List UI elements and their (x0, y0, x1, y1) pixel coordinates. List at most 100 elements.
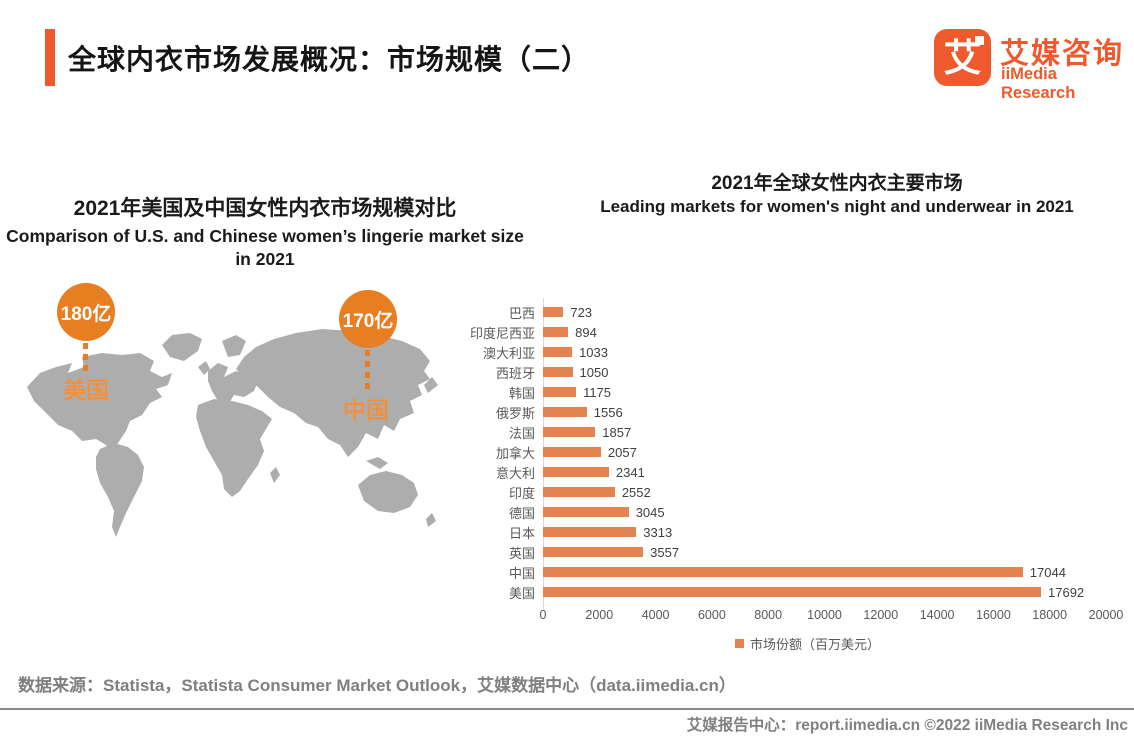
x-tick-label: 14000 (919, 608, 955, 622)
x-tick-label: 20000 (1088, 608, 1124, 622)
logo-name-zh: 艾媒咨询 (1000, 38, 1125, 70)
bar-value-label: 3557 (650, 544, 680, 560)
bar-category-label: 法国 (508, 425, 535, 441)
map-europe (208, 363, 258, 405)
title-accent-bar (45, 29, 55, 86)
us-country-label: 美国 (63, 377, 109, 403)
bar-value-label: 2341 (615, 464, 645, 480)
right-chart-title-en: Leading markets for women's night and un… (600, 197, 1074, 216)
bar (543, 347, 573, 357)
bar (543, 567, 1023, 577)
map-madagascar (270, 467, 280, 483)
bar-category-label: 印度尼西亚 (469, 325, 535, 341)
bar-value-label: 894 (575, 324, 597, 340)
bar (543, 447, 601, 457)
bar-value-label: 1175 (583, 384, 612, 400)
map-japan (424, 377, 438, 393)
bar-value-label: 1033 (579, 344, 608, 360)
footer-divider (0, 708, 1134, 710)
bar-row: 加拿大 2057 (455, 442, 1134, 462)
map-uk (198, 361, 210, 375)
us-bubble-connector (83, 343, 88, 376)
map-indonesia (366, 457, 388, 469)
iimedia-logo-icon: 艾 (934, 29, 991, 86)
bar-row: 印度 2552 (455, 482, 1134, 502)
bar-value-label: 17044 (1029, 564, 1066, 580)
world-map (27, 329, 438, 537)
bar-category-label: 英国 (508, 545, 535, 561)
data-source-note: 数据来源：Statista，Statista Consumer Market O… (18, 676, 736, 695)
x-tick-label: 6000 (697, 608, 726, 622)
us-value-bubble: 180亿 (57, 283, 115, 341)
right-chart-title: 2021年全球女性内衣主要市场 Leading markets for wome… (540, 168, 1134, 217)
bar (543, 387, 577, 397)
map-africa (196, 399, 272, 497)
china-country-label: 中国 (343, 397, 389, 423)
bar-row: 中国 17044 (455, 562, 1134, 582)
x-tick-label: 2000 (585, 608, 614, 622)
bar-value-label: 1556 (593, 404, 623, 420)
x-tick-label: 8000 (754, 608, 783, 622)
left-chart-title-zh: 2021年美国及中国女性内衣市场规模对比 (73, 197, 457, 220)
bar-rows: 巴西 723 印度尼西亚 894 澳大利亚 1033 西班牙 1050 韩国 1175 俄罗斯 155… (455, 302, 1134, 602)
footer-text: 艾媒报告中心：report.iimedia.cn ©2022 iiMedia R… (686, 717, 1128, 734)
bar-row: 澳大利亚 1033 (455, 342, 1134, 362)
bar-row: 俄罗斯 1556 (455, 402, 1134, 422)
china-value-bubble: 170亿 (339, 290, 397, 348)
logo-glyph: 艾 (943, 38, 982, 80)
bar (543, 527, 637, 537)
bar (543, 367, 573, 377)
bar (543, 307, 564, 317)
bar-row: 西班牙 1050 (455, 362, 1134, 382)
page-title: 全球内衣市场发展概况：市场规模（二） (68, 44, 591, 75)
bar (543, 327, 569, 337)
chart-legend: 市场份额（百万美元） (735, 634, 880, 653)
bar-category-label: 意大利 (495, 465, 535, 481)
bar-category-label: 德国 (508, 505, 535, 521)
x-tick-label: 0 (539, 608, 547, 622)
bar (543, 427, 596, 437)
map-asia (236, 329, 430, 457)
bar-row: 英国 3557 (455, 542, 1134, 562)
bar-category-label: 韩国 (508, 385, 535, 401)
bar-value-label: 1857 (602, 424, 632, 440)
map-scandinavia (222, 335, 246, 357)
bar-value-label: 2552 (621, 484, 651, 500)
bar (543, 507, 629, 517)
left-chart-title: 2021年美国及中国女性内衣市场规模对比 Comparison of U.S. … (5, 192, 525, 271)
bar-category-label: 俄罗斯 (495, 405, 535, 421)
logo-notch (975, 36, 984, 45)
bar (543, 587, 1042, 597)
map-north-america (27, 353, 172, 457)
right-chart-title-zh: 2021年全球女性内衣主要市场 (711, 173, 963, 194)
bar (543, 487, 615, 497)
bar-row: 印度尼西亚 894 (455, 322, 1134, 342)
left-chart-title-en: Comparison of U.S. and Chinese women’s l… (6, 226, 524, 269)
legend-label: 市场份额（百万美元） (750, 637, 881, 652)
logo-name-en: iiMedia Research (1001, 65, 1076, 102)
bar-category-label: 巴西 (508, 305, 535, 321)
x-tick-label: 16000 (976, 608, 1011, 622)
bar-row: 法国 1857 (455, 422, 1134, 442)
bar-category-label: 澳大利亚 (482, 345, 535, 361)
bar-value-label: 2057 (607, 444, 637, 460)
bar-category-label: 日本 (508, 525, 535, 541)
bar-category-label: 西班牙 (495, 365, 535, 381)
legend-swatch (735, 639, 744, 648)
china-bubble-connector (365, 350, 370, 394)
x-tick-label: 10000 (807, 608, 842, 622)
bar-category-label: 印度 (508, 485, 535, 501)
bar-row: 美国 17692 (455, 582, 1134, 602)
map-south-america (96, 443, 144, 537)
bar-row: 意大利 2341 (455, 462, 1134, 482)
bar (543, 467, 609, 477)
x-tick-label: 12000 (863, 608, 899, 622)
bar-value-label: 3045 (635, 504, 665, 520)
bar (543, 547, 644, 557)
bar-row: 德国 3045 (455, 502, 1134, 522)
bar-category-label: 美国 (508, 585, 535, 601)
map-greenland (162, 333, 202, 361)
map-new-zealand (426, 513, 436, 527)
x-axis-ticks: 0 2000 4000 6000 8000 10000 12000 14000 16000 180… (455, 608, 1134, 624)
